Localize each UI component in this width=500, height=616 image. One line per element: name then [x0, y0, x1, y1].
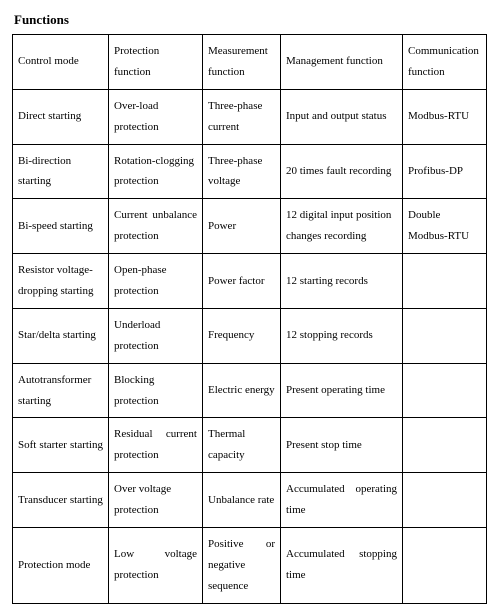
functions-table: Control mode Protection function Measure… — [12, 34, 487, 604]
table-row: Star/delta starting Underload protection… — [13, 308, 487, 363]
cell-measurement: Three-phase voltage — [203, 144, 281, 199]
cell-management: Accumulated stopping time — [281, 528, 403, 604]
cell-management: Input and output status — [281, 89, 403, 144]
cell-communication: Double Modbus-RTU — [403, 199, 487, 254]
cell-management: 12 digital input position changes record… — [281, 199, 403, 254]
table-row: Direct starting Over-load protection Thr… — [13, 89, 487, 144]
page-title: Functions — [14, 12, 488, 28]
cell-communication — [403, 363, 487, 418]
cell-control-mode: Transducer starting — [13, 473, 109, 528]
cell-protection: Rotation-clogging protection — [109, 144, 203, 199]
header-protection: Protection function — [109, 35, 203, 90]
table-row: Autotransformer starting Blocking protec… — [13, 363, 487, 418]
cell-measurement: Frequency — [203, 308, 281, 363]
table-row: Resistor voltage-dropping starting Open-… — [13, 254, 487, 309]
cell-control-mode: Protection mode — [13, 528, 109, 604]
cell-measurement: Thermal capacity — [203, 418, 281, 473]
cell-control-mode: Bi-direction starting — [13, 144, 109, 199]
cell-measurement: Positive or negative sequence — [203, 528, 281, 604]
table-row: Transducer starting Over voltage protect… — [13, 473, 487, 528]
header-communication: Communication function — [403, 35, 487, 90]
cell-management: 12 stopping records — [281, 308, 403, 363]
cell-protection: Underload protection — [109, 308, 203, 363]
cell-protection: Over-load protection — [109, 89, 203, 144]
cell-protection: Low voltage protection — [109, 528, 203, 604]
header-measurement: Measurement function — [203, 35, 281, 90]
table-header-row: Control mode Protection function Measure… — [13, 35, 487, 90]
cell-management: Present stop time — [281, 418, 403, 473]
cell-communication — [403, 473, 487, 528]
cell-management: 12 starting records — [281, 254, 403, 309]
cell-measurement: Power factor — [203, 254, 281, 309]
table-row: Bi-speed starting Current unbalance prot… — [13, 199, 487, 254]
cell-measurement: Electric energy — [203, 363, 281, 418]
cell-communication: Profibus-DP — [403, 144, 487, 199]
cell-communication: Modbus-RTU — [403, 89, 487, 144]
cell-protection: Open-phase protection — [109, 254, 203, 309]
cell-control-mode: Star/delta starting — [13, 308, 109, 363]
cell-control-mode: Direct starting — [13, 89, 109, 144]
header-control-mode: Control mode — [13, 35, 109, 90]
cell-communication — [403, 528, 487, 604]
table-row: Protection mode Low voltage protection P… — [13, 528, 487, 604]
cell-protection: Blocking protection — [109, 363, 203, 418]
table-row: Bi-direction starting Rotation-clogging … — [13, 144, 487, 199]
cell-communication — [403, 418, 487, 473]
cell-protection: Residual current protection — [109, 418, 203, 473]
cell-measurement: Power — [203, 199, 281, 254]
cell-measurement: Unbalance rate — [203, 473, 281, 528]
cell-management: 20 times fault recording — [281, 144, 403, 199]
table-row: Soft starter starting Residual current p… — [13, 418, 487, 473]
cell-protection: Over voltage protection — [109, 473, 203, 528]
cell-communication — [403, 308, 487, 363]
cell-control-mode: Soft starter starting — [13, 418, 109, 473]
cell-control-mode: Bi-speed starting — [13, 199, 109, 254]
cell-measurement: Three-phase current — [203, 89, 281, 144]
cell-communication — [403, 254, 487, 309]
cell-control-mode: Resistor voltage-dropping starting — [13, 254, 109, 309]
cell-management: Accumulated operating time — [281, 473, 403, 528]
cell-management: Present operating time — [281, 363, 403, 418]
cell-protection: Current unbalance protection — [109, 199, 203, 254]
cell-control-mode: Autotransformer starting — [13, 363, 109, 418]
header-management: Management function — [281, 35, 403, 90]
